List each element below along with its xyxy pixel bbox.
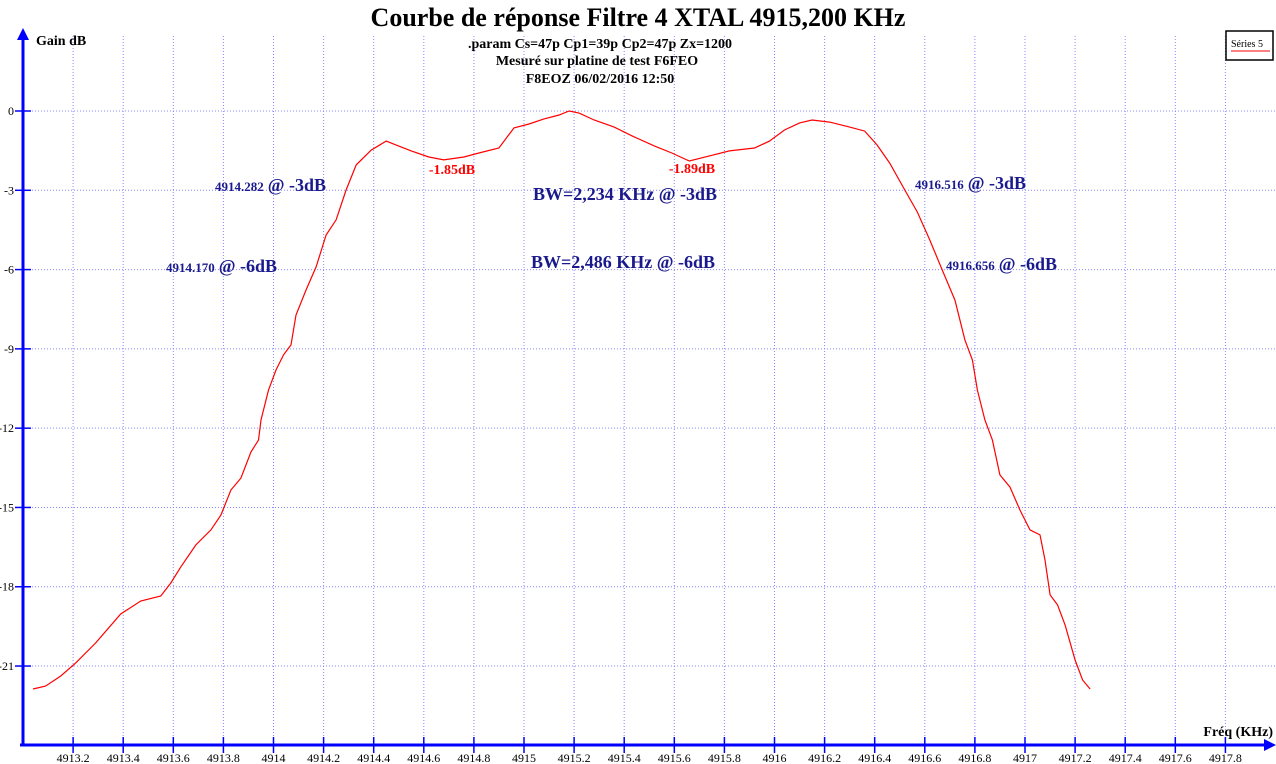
y-tick-label: -6 <box>4 263 14 277</box>
annotation-left-6db-suffix: @ -6dB <box>219 256 277 276</box>
subtitle-params: .param Cs=47p Cp1=39p Cp2=47p Zx=1200 <box>468 37 732 52</box>
annotation-right-6db-freq: 4916.656 <box>946 258 995 273</box>
axes <box>17 28 1276 751</box>
x-tick-label: 4914.2 <box>307 751 340 764</box>
y-tick-label: -3 <box>4 183 14 197</box>
annotation-right-3db-suffix: @ -3dB <box>968 173 1026 193</box>
annotation-left-3db: 4914.282 @ -3dB <box>215 175 326 195</box>
annotation-left-6db-freq: 4914.170 <box>166 260 215 275</box>
y-tick-label: -15 <box>0 500 14 514</box>
annotation-right-6db-suffix: @ -6dB <box>999 254 1057 274</box>
annotation-left-3db-freq: 4914.282 <box>215 179 264 194</box>
annotation-right-6db: 4916.656 @ -6dB <box>946 254 1057 274</box>
x-tick-label: 4916.6 <box>908 751 941 764</box>
annotation-left-3db-suffix: @ -3dB <box>268 175 326 195</box>
y-tick-label: -18 <box>0 580 14 594</box>
x-tick-label: 4915.4 <box>608 751 641 764</box>
x-tick-label: 4913.4 <box>107 751 140 764</box>
subtitle-author-date: F8EOZ 06/02/2016 12:50 <box>526 72 675 87</box>
annotation-bw-3db: BW=2,234 KHz @ -3dB <box>533 184 717 204</box>
x-axis-label: Fréq (KHz) <box>1203 725 1273 740</box>
y-tick-label: -21 <box>0 659 14 673</box>
x-tick-label: 4915.2 <box>558 751 591 764</box>
x-tick-label: 4915 <box>512 751 536 764</box>
x-tick-label: 4914 <box>262 751 286 764</box>
legend-label: Séries 5 <box>1231 39 1263 50</box>
annotation-right-3db: 4916.516 @ -3dB <box>915 173 1026 193</box>
y-axis-arrow-icon <box>17 28 29 40</box>
x-tick-label: 4915.6 <box>658 751 691 764</box>
x-tick-label: 4916.8 <box>958 751 991 764</box>
x-tick-label: 4914.4 <box>357 751 390 764</box>
x-tick-label: 4917 <box>1013 751 1037 764</box>
annotation-left-6db: 4914.170 @ -6dB <box>166 256 277 276</box>
x-axis-arrow-icon <box>1264 739 1276 751</box>
chart-title: Courbe de réponse Filtre 4 XTAL 4915,200… <box>371 3 906 32</box>
annotation-dip-left: -1.85dB <box>429 163 475 178</box>
y-tick-label: -12 <box>0 421 14 435</box>
x-tick-label: 4913.8 <box>207 751 240 764</box>
x-tick-label: 4914.6 <box>407 751 440 764</box>
y-ticks: 0 -3 -6 -9 -12 -15 -18 -21 <box>0 104 31 673</box>
y-tick-label: 0 <box>8 104 14 118</box>
x-tick-label: 4916 <box>763 751 787 764</box>
x-tick-label: 4917.6 <box>1159 751 1192 764</box>
grid <box>23 36 1276 745</box>
x-tick-label: 4913.6 <box>157 751 190 764</box>
subtitle-bench: Mesuré sur platine de test F6FEO <box>496 54 698 69</box>
y-axis-label: Gain dB <box>36 34 86 49</box>
annotation-right-3db-freq: 4916.516 <box>915 177 964 192</box>
annotation-bw-6db: BW=2,486 KHz @ -6dB <box>531 252 715 272</box>
legend: Séries 5 <box>1225 30 1274 61</box>
y-tick-label: -9 <box>4 342 14 356</box>
x-tick-label: 4914.8 <box>457 751 490 764</box>
x-tick-label: 4917.2 <box>1059 751 1092 764</box>
x-tick-label: 4916.2 <box>808 751 841 764</box>
x-tick-label: 4916.4 <box>858 751 891 764</box>
x-ticks: 4913.2 4913.4 4913.6 4913.8 4914 4914.2 4914.4… <box>57 737 1242 764</box>
x-tick-label: 4913.2 <box>57 751 90 764</box>
series-curve <box>32 110 1091 690</box>
x-tick-label: 4917.4 <box>1109 751 1142 764</box>
x-tick-label: 4915.8 <box>708 751 741 764</box>
x-tick-label: 4917.8 <box>1209 751 1242 764</box>
annotation-dip-right: -1.89dB <box>669 162 715 177</box>
